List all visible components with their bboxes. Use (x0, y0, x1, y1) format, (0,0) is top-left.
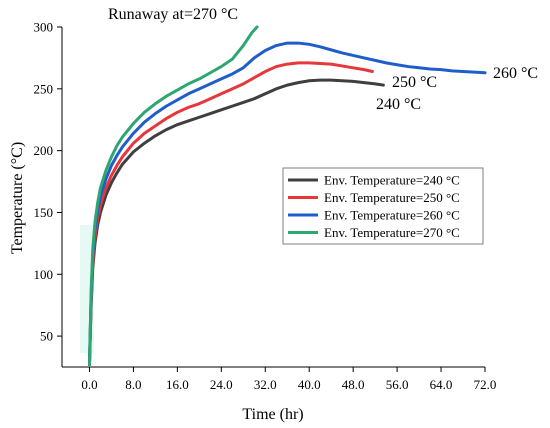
series-line-0 (87, 78, 385, 367)
series-line-3 (87, 25, 259, 367)
series-line-2 (87, 41, 487, 367)
x-tick-label: 24.0 (210, 377, 233, 392)
x-tick-label: 32.0 (254, 377, 277, 392)
annotation-runaway: Runaway at=270 °C (108, 6, 238, 23)
x-tick-label: 8.0 (125, 377, 141, 392)
y-tick-label: 100 (34, 267, 54, 282)
x-tick-label: 0.0 (81, 377, 97, 392)
y-tick-label: 50 (40, 329, 53, 344)
y-tick-label: 250 (34, 81, 54, 96)
series-line-1 (87, 61, 374, 367)
x-tick-label: 72.0 (474, 377, 497, 392)
x-axis-ticks: 0.0 8.0 16.0 24.0 32.0 40.0 48.0 56.0 64.0 72.0 (81, 367, 496, 392)
x-axis-label: Time (hr) (242, 406, 303, 423)
legend-label-0: Env. Temperature=240 °C (324, 173, 460, 188)
y-axis-label: Temperature (°C) (9, 142, 26, 254)
legend-label-3: Env. Temperature=270 °C (324, 225, 460, 240)
y-tick-label: 200 (34, 143, 54, 158)
annotation-260: 260 °C (493, 65, 538, 82)
annotation-250: 250 °C (392, 74, 437, 91)
y-tick-label: 150 (34, 205, 54, 220)
x-tick-label: 56.0 (386, 377, 409, 392)
legend: Env. Temperature=240 °C Env. Temperature=… (282, 167, 484, 245)
x-tick-label: 16.0 (166, 377, 189, 392)
legend-label-1: Env. Temperature=250 °C (324, 190, 460, 205)
legend-label-2: Env. Temperature=260 °C (324, 208, 460, 223)
annotation-240: 240 °C (376, 96, 421, 113)
x-tick-label: 64.0 (430, 377, 453, 392)
series-lines (87, 25, 487, 367)
x-tick-label: 40.0 (298, 377, 321, 392)
y-tick-label: 300 (34, 20, 54, 35)
x-tick-label: 48.0 (342, 377, 365, 392)
y-axis-ticks: 50 100 150 200 250 300 (34, 20, 62, 344)
